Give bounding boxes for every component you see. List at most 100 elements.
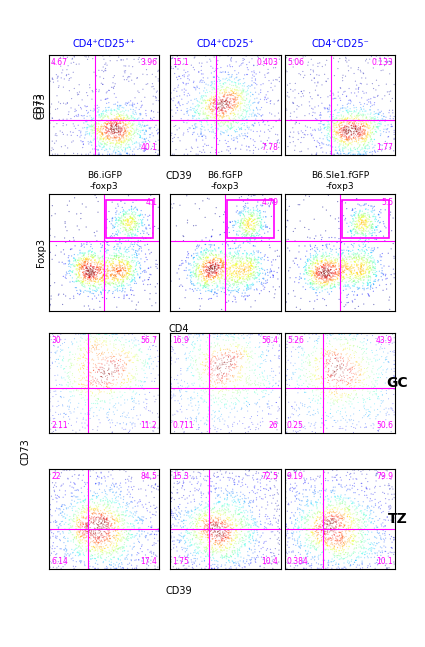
Point bbox=[234, 351, 241, 362]
Point bbox=[241, 120, 247, 131]
Point bbox=[211, 265, 218, 276]
Point bbox=[319, 499, 326, 509]
Point bbox=[242, 541, 249, 551]
Point bbox=[207, 524, 214, 534]
Point bbox=[348, 126, 354, 137]
Point bbox=[200, 76, 207, 86]
Point bbox=[363, 118, 370, 129]
Point bbox=[363, 380, 370, 390]
Point bbox=[87, 137, 94, 148]
Point bbox=[373, 521, 380, 531]
Point bbox=[254, 373, 261, 383]
Point bbox=[264, 383, 271, 393]
Point bbox=[213, 107, 220, 117]
Point bbox=[133, 245, 139, 256]
Point bbox=[85, 487, 92, 497]
Point bbox=[243, 255, 250, 265]
Point bbox=[218, 98, 225, 109]
Point bbox=[276, 251, 283, 261]
Point bbox=[116, 123, 123, 133]
Point bbox=[138, 144, 145, 154]
Point bbox=[306, 263, 312, 274]
Point bbox=[115, 518, 122, 528]
Point bbox=[61, 337, 68, 347]
Point bbox=[107, 144, 113, 155]
Point bbox=[232, 89, 239, 99]
Point bbox=[73, 532, 80, 542]
Point bbox=[171, 512, 178, 523]
Point bbox=[202, 258, 209, 269]
Point bbox=[337, 498, 343, 508]
Point bbox=[249, 532, 256, 542]
Point bbox=[356, 140, 363, 150]
Point bbox=[119, 275, 126, 285]
Point bbox=[105, 266, 111, 276]
Point bbox=[203, 232, 210, 243]
Point bbox=[260, 391, 267, 402]
Point bbox=[228, 491, 235, 501]
Point bbox=[300, 485, 307, 495]
Point bbox=[238, 514, 245, 525]
Point bbox=[338, 505, 345, 515]
Point bbox=[65, 533, 71, 543]
Point bbox=[208, 94, 215, 104]
Point bbox=[113, 512, 120, 523]
Point bbox=[204, 114, 211, 124]
Point bbox=[261, 538, 267, 549]
Point bbox=[293, 336, 300, 346]
Point bbox=[119, 125, 126, 135]
Point bbox=[286, 484, 293, 494]
Point bbox=[109, 523, 116, 533]
Point bbox=[326, 271, 333, 281]
Point bbox=[343, 135, 350, 145]
Point bbox=[250, 495, 257, 505]
Point bbox=[210, 559, 216, 569]
Point bbox=[68, 244, 74, 254]
Point bbox=[373, 271, 380, 281]
Point bbox=[58, 468, 65, 478]
Point bbox=[124, 521, 131, 532]
Point bbox=[261, 366, 268, 376]
Point bbox=[111, 409, 118, 419]
Point bbox=[128, 127, 135, 137]
Point bbox=[210, 113, 216, 123]
Point bbox=[215, 249, 222, 259]
Point bbox=[105, 261, 111, 271]
Point bbox=[308, 538, 315, 548]
Point bbox=[332, 391, 339, 402]
Point bbox=[264, 97, 270, 107]
Point bbox=[125, 266, 132, 276]
Point bbox=[244, 122, 251, 133]
Point bbox=[193, 472, 200, 482]
Point bbox=[110, 263, 117, 274]
Point bbox=[181, 84, 188, 94]
Point bbox=[94, 504, 101, 514]
Point bbox=[96, 339, 102, 349]
Point bbox=[357, 130, 364, 140]
Point bbox=[316, 521, 323, 532]
Point bbox=[107, 501, 114, 511]
Point bbox=[96, 72, 103, 82]
Point bbox=[85, 540, 92, 551]
Point bbox=[136, 515, 143, 525]
Point bbox=[94, 226, 100, 236]
Point bbox=[356, 123, 363, 133]
Point bbox=[184, 378, 191, 388]
Point bbox=[100, 134, 107, 144]
Point bbox=[247, 424, 254, 435]
Point bbox=[363, 546, 369, 556]
Point bbox=[120, 258, 127, 269]
Point bbox=[72, 506, 79, 516]
Point bbox=[258, 383, 265, 393]
Point bbox=[95, 264, 102, 274]
Point bbox=[293, 253, 300, 263]
Point bbox=[59, 507, 66, 517]
Point bbox=[83, 531, 90, 541]
Point bbox=[99, 252, 106, 263]
Point bbox=[366, 484, 373, 494]
Point bbox=[224, 225, 231, 235]
Point bbox=[190, 466, 197, 477]
Point bbox=[363, 144, 369, 154]
Point bbox=[232, 127, 239, 137]
Point bbox=[362, 141, 369, 151]
